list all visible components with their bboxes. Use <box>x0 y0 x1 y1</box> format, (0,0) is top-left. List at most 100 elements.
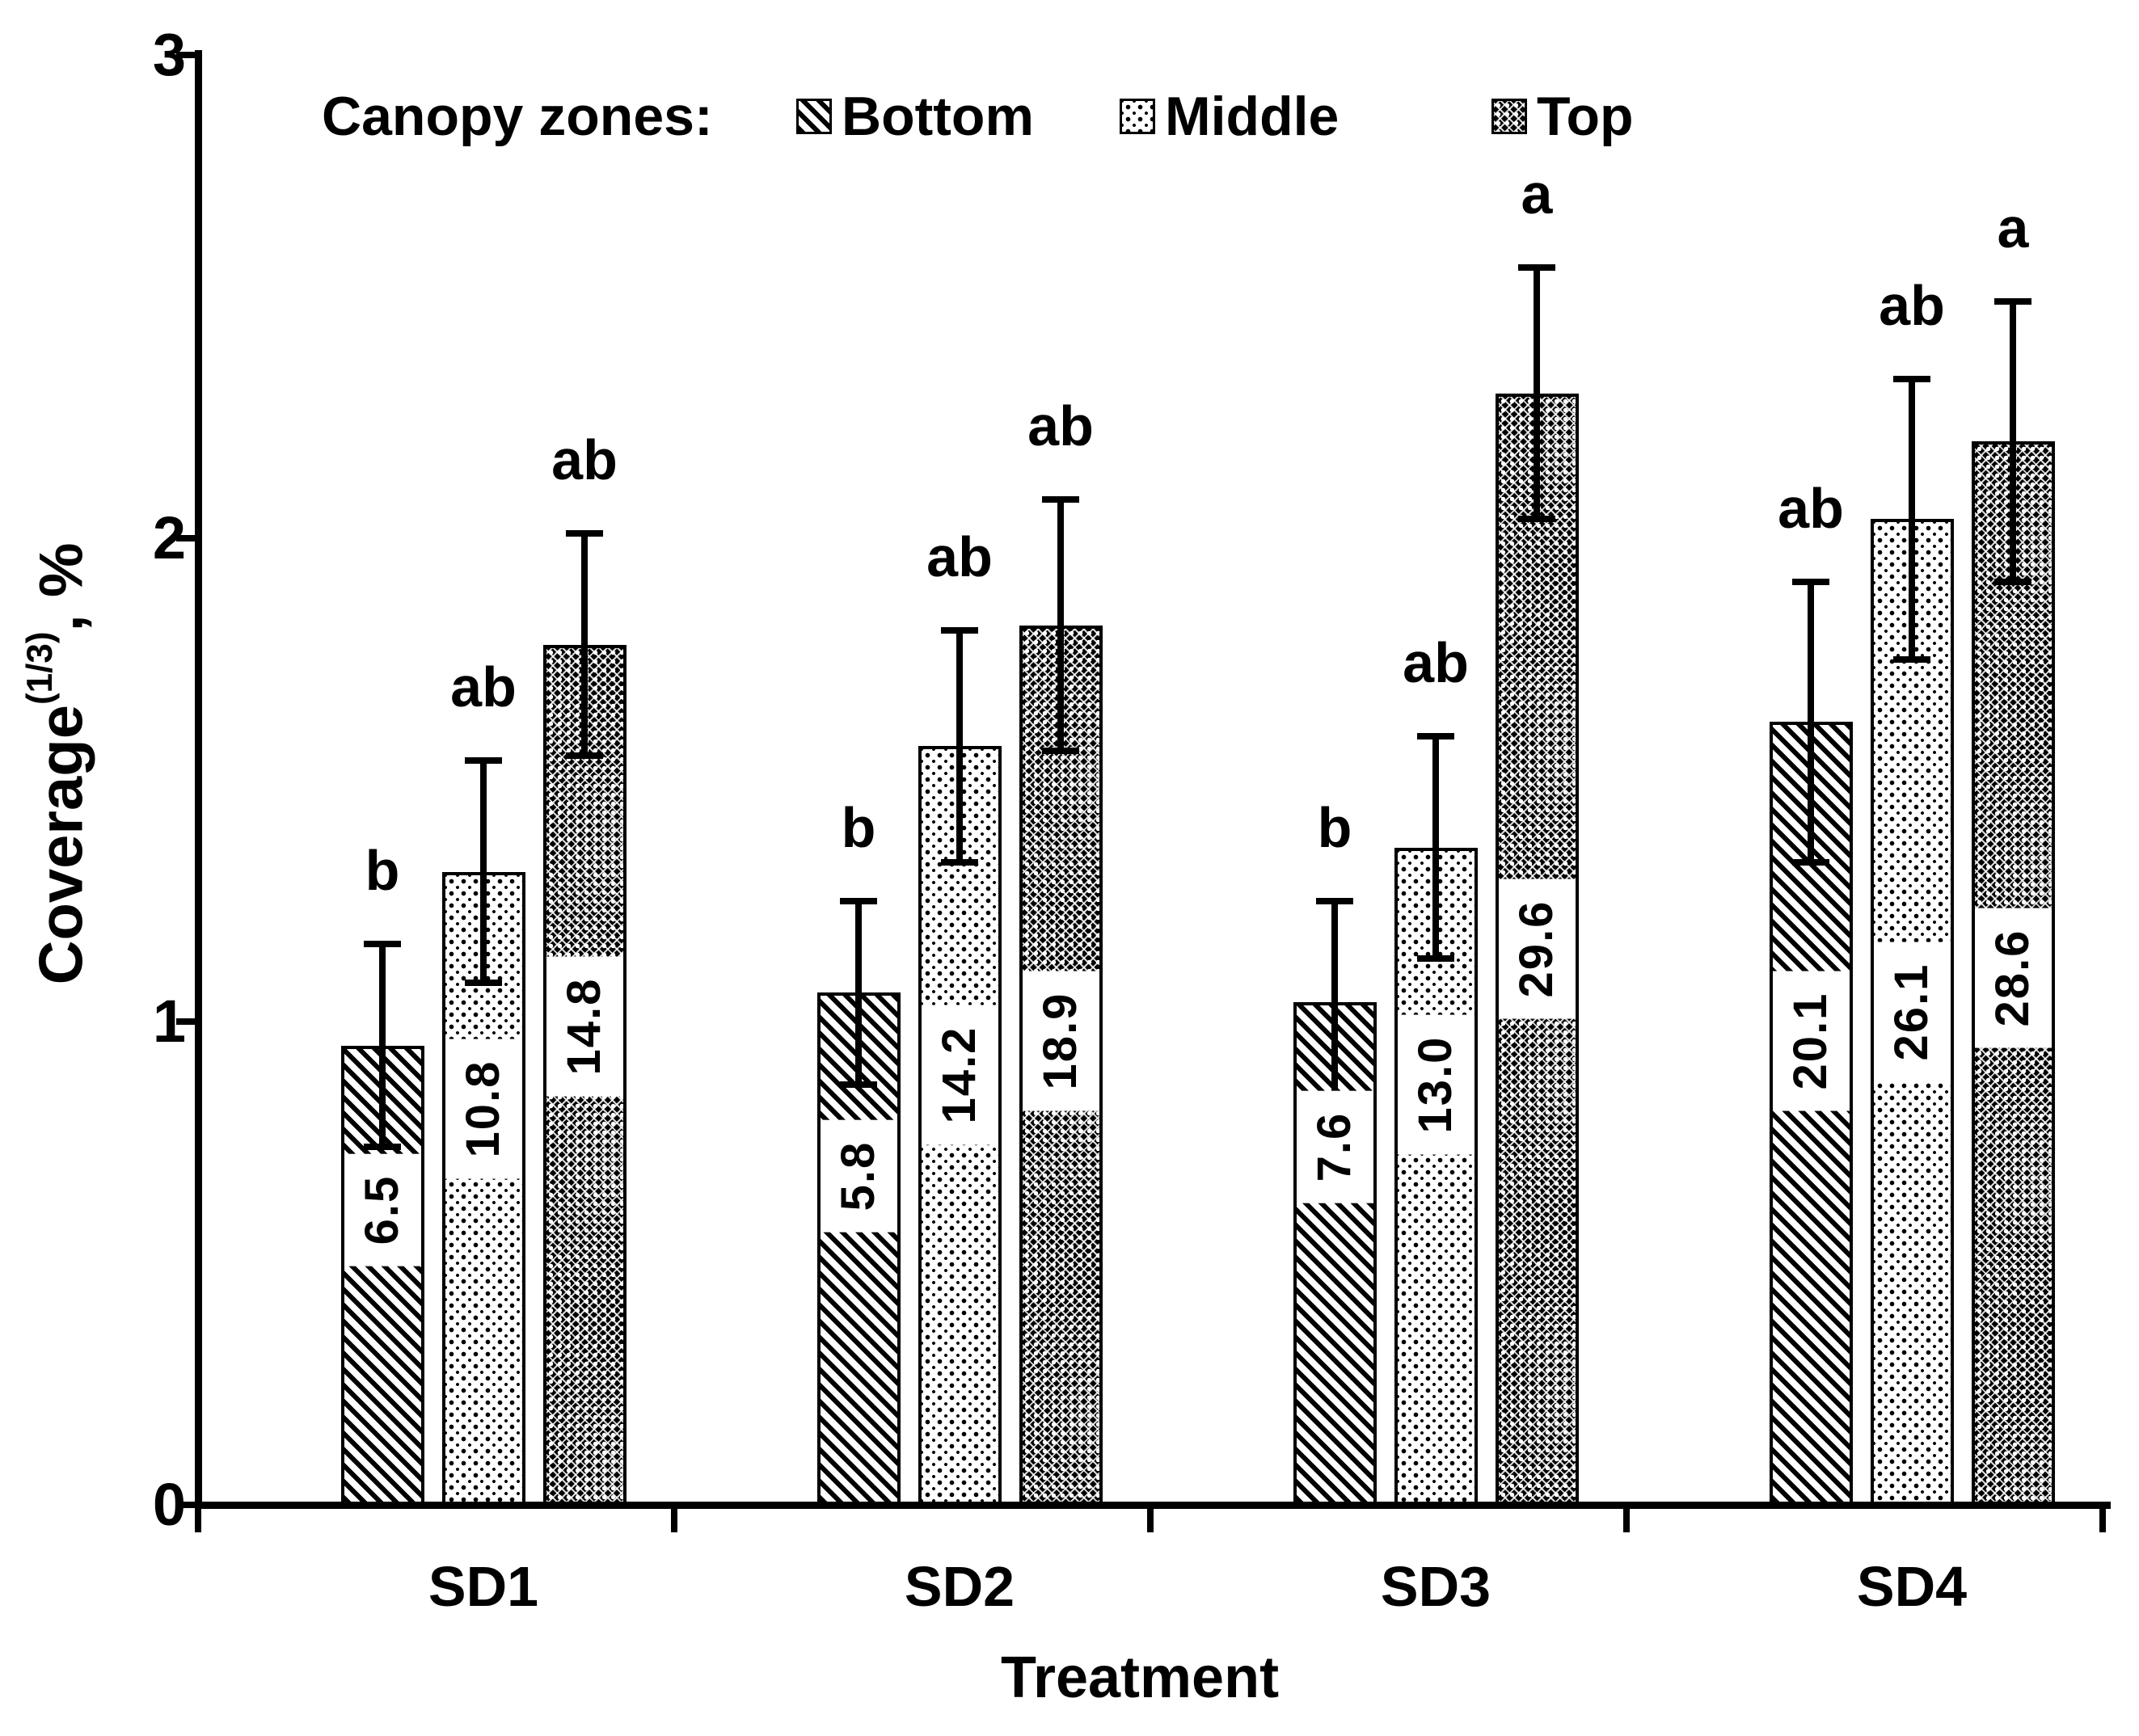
bar-value-text: 20.1 <box>1784 992 1837 1090</box>
error-bar <box>1331 900 1338 1104</box>
bar-value-text: 14.8 <box>558 977 610 1076</box>
legend-label: Middle <box>1165 86 1340 147</box>
significance-letter: ab <box>1778 476 1844 540</box>
x-axis-title: Treatment <box>1000 1645 1280 1710</box>
error-bar-cap-bottom <box>1417 955 1454 963</box>
error-bar-cap-bottom <box>566 752 603 760</box>
significance-letter: ab <box>1879 273 1945 337</box>
bar-value-text: 10.8 <box>457 1060 509 1158</box>
y-axis-title: Coverage(1/3), % <box>20 543 96 985</box>
bar-value-text: 7.6 <box>1308 1112 1361 1182</box>
bar-value-label: 26.1 <box>1873 942 1951 1082</box>
bar-value-label: 13.0 <box>1397 1014 1475 1155</box>
x-category-label: SD3 <box>1380 1555 1491 1618</box>
bar-value-text: 14.2 <box>933 1026 985 1124</box>
x-category-label: SD4 <box>1856 1555 1968 1618</box>
x-axis-tick <box>2099 1505 2106 1532</box>
bar-value-text: 5.8 <box>832 1141 884 1211</box>
legend-label: Top <box>1537 86 1634 147</box>
bar-value-label: 6.5 <box>344 1153 421 1266</box>
diagonal-hatch-swatch-icon <box>796 99 832 134</box>
legend-label: Bottom <box>842 86 1034 147</box>
significance-letter: a <box>1521 162 1553 226</box>
significance-letter: b <box>1317 795 1352 859</box>
significance-letter: ab <box>1027 394 1094 458</box>
y-axis-tick <box>176 535 199 541</box>
bar-value-label: 18.9 <box>1022 971 1099 1111</box>
legend-item-middle: Middle <box>1120 87 1339 145</box>
error-bar <box>1909 378 1915 659</box>
y-axis-tick <box>176 1018 199 1025</box>
bar-value-label: 5.8 <box>820 1120 897 1232</box>
bar-value-label: 10.8 <box>445 1039 522 1179</box>
x-axis-tick <box>1147 1505 1154 1532</box>
bar-value-text: 18.9 <box>1034 992 1086 1090</box>
bar-value-label: 14.2 <box>921 1005 998 1145</box>
dense-crosshatch-swatch-icon <box>1491 99 1527 134</box>
bar-value-text: 28.6 <box>1986 929 2039 1027</box>
error-bar <box>480 761 487 984</box>
significance-letter: a <box>1997 196 2029 259</box>
x-category-label: SD2 <box>904 1555 1015 1618</box>
error-bar-cap-bottom <box>1792 858 1829 866</box>
x-axis-tick <box>671 1505 677 1532</box>
error-bar-cap-top <box>1792 578 1829 585</box>
bar-value-text: 6.5 <box>356 1174 408 1245</box>
error-bar <box>1808 581 1814 862</box>
y-tick-label: 2 <box>152 504 186 571</box>
error-bar-cap-top <box>941 626 978 634</box>
error-bar-cap-top <box>566 530 603 537</box>
error-bar <box>1432 736 1439 959</box>
error-bar-cap-top <box>840 897 877 904</box>
error-bar <box>1534 268 1540 520</box>
error-bar-cap-top <box>1316 897 1353 904</box>
error-bar <box>581 533 588 756</box>
bar-value-label: 14.8 <box>546 956 623 1097</box>
y-axis-line <box>195 50 202 1508</box>
legend-title: Canopy zones: <box>322 86 713 147</box>
y-tick-label: 0 <box>152 1471 186 1538</box>
x-axis-tick <box>195 1505 201 1532</box>
error-bar-cap-bottom <box>1994 578 2031 585</box>
error-bar <box>956 630 963 862</box>
error-bar <box>2010 301 2016 582</box>
significance-letter: ab <box>926 525 993 588</box>
error-bar-cap-top <box>1417 733 1454 740</box>
y-axis-title-base: Coverage <box>27 705 96 985</box>
bar-value-text: 29.6 <box>1510 900 1563 998</box>
error-bar-cap-bottom <box>840 1081 877 1088</box>
error-bar-cap-bottom <box>1893 655 1930 663</box>
legend-item-top: Top <box>1491 87 1634 145</box>
bar-value-text: 26.1 <box>1885 963 1938 1061</box>
bar-value-label: 28.6 <box>1974 908 2052 1048</box>
bar-value-label: 7.6 <box>1296 1091 1373 1203</box>
error-bar-cap-top <box>1893 375 1930 382</box>
significance-letter: ab <box>1403 631 1469 695</box>
error-bar-cap-top <box>1994 297 2031 305</box>
error-bar <box>379 944 386 1148</box>
error-bar <box>855 900 862 1085</box>
error-bar-cap-top <box>1518 264 1555 272</box>
bar-sd4-bottom <box>1769 722 1853 1505</box>
y-tick-label: 3 <box>152 21 186 88</box>
x-category-label: SD1 <box>428 1555 539 1618</box>
error-bar-cap-bottom <box>1042 748 1079 755</box>
significance-letter: ab <box>551 428 618 492</box>
error-bar <box>1057 499 1064 752</box>
y-axis-title-exponent: (1/3) <box>20 631 60 706</box>
significance-letter: ab <box>450 655 517 719</box>
significance-letter: b <box>365 839 400 903</box>
bar-value-text: 13.0 <box>1409 1035 1462 1134</box>
sparse-dots-swatch-icon <box>1120 99 1155 134</box>
error-bar-cap-top <box>364 941 401 948</box>
significance-letter: b <box>841 795 876 859</box>
bar-value-label: 20.1 <box>1772 971 1850 1111</box>
x-axis-tick <box>1623 1505 1630 1532</box>
error-bar-cap-bottom <box>364 1144 401 1151</box>
error-bar-cap-top <box>465 757 502 765</box>
error-bar-cap-bottom <box>941 858 978 866</box>
y-tick-label: 1 <box>152 988 186 1055</box>
y-axis-tick <box>176 1502 199 1508</box>
error-bar-cap-bottom <box>1518 516 1555 523</box>
